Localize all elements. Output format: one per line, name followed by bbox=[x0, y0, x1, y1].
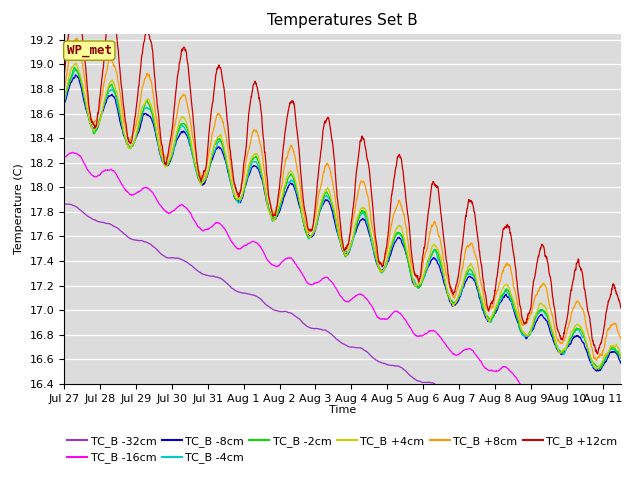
TC_B +8cm bbox=[593, 357, 600, 363]
TC_B -32cm bbox=[61, 201, 68, 207]
TC_B +8cm bbox=[602, 337, 609, 343]
Line: TC_B +4cm: TC_B +4cm bbox=[64, 63, 621, 369]
Text: WP_met: WP_met bbox=[67, 44, 112, 57]
TC_B +12cm bbox=[601, 319, 609, 324]
TC_B +4cm bbox=[60, 97, 68, 103]
TC_B -4cm bbox=[601, 357, 609, 363]
TC_B -2cm bbox=[60, 97, 68, 103]
Line: TC_B -4cm: TC_B -4cm bbox=[64, 70, 621, 369]
TC_B +12cm bbox=[499, 229, 506, 235]
TC_B -2cm bbox=[499, 292, 506, 298]
TC_B -32cm bbox=[316, 326, 324, 332]
TC_B -4cm bbox=[60, 100, 68, 106]
TC_B +12cm bbox=[89, 120, 97, 126]
TC_B -8cm bbox=[601, 360, 609, 366]
TC_B -16cm bbox=[601, 420, 609, 426]
TC_B +8cm bbox=[499, 269, 506, 275]
TC_B -32cm bbox=[89, 216, 97, 222]
TC_B +8cm bbox=[331, 194, 339, 200]
Line: TC_B -8cm: TC_B -8cm bbox=[64, 75, 621, 371]
TC_B +8cm bbox=[73, 36, 81, 41]
Line: TC_B -32cm: TC_B -32cm bbox=[64, 204, 621, 478]
Line: TC_B -2cm: TC_B -2cm bbox=[64, 67, 621, 369]
TC_B +4cm bbox=[601, 352, 609, 358]
TC_B -16cm bbox=[499, 364, 506, 370]
TC_B -8cm bbox=[72, 72, 79, 78]
TC_B +4cm bbox=[316, 202, 324, 208]
Line: TC_B -16cm: TC_B -16cm bbox=[64, 152, 621, 428]
TC_B +12cm bbox=[617, 305, 625, 311]
TC_B -2cm bbox=[71, 64, 79, 70]
TC_B -2cm bbox=[596, 366, 604, 372]
TC_B -2cm bbox=[601, 357, 609, 362]
TC_B +8cm bbox=[617, 336, 625, 342]
TC_B +4cm bbox=[499, 286, 506, 291]
TC_B -16cm bbox=[331, 284, 339, 290]
TC_B +12cm bbox=[60, 72, 68, 78]
TC_B -16cm bbox=[316, 278, 324, 284]
TC_B +12cm bbox=[331, 166, 339, 172]
TC_B -32cm bbox=[331, 335, 339, 340]
TC_B -16cm bbox=[601, 420, 609, 426]
X-axis label: Time: Time bbox=[329, 405, 356, 415]
TC_B -2cm bbox=[89, 127, 97, 133]
Legend: TC_B -32cm, TC_B -16cm, TC_B -8cm, TC_B -4cm, TC_B -2cm, TC_B +4cm, TC_B +8cm, T: TC_B -32cm, TC_B -16cm, TC_B -8cm, TC_B … bbox=[63, 432, 622, 468]
TC_B -4cm bbox=[602, 357, 609, 363]
TC_B +8cm bbox=[316, 187, 324, 192]
TC_B +8cm bbox=[89, 120, 97, 125]
TC_B -32cm bbox=[601, 469, 609, 475]
TC_B -8cm bbox=[617, 360, 625, 366]
TC_B -4cm bbox=[617, 355, 625, 360]
TC_B +4cm bbox=[617, 353, 625, 359]
TC_B -2cm bbox=[617, 356, 625, 361]
TC_B -8cm bbox=[60, 102, 68, 108]
TC_B -8cm bbox=[331, 221, 339, 227]
TC_B -2cm bbox=[316, 205, 324, 211]
TC_B -4cm bbox=[595, 366, 602, 372]
TC_B -8cm bbox=[593, 368, 600, 374]
TC_B -4cm bbox=[89, 126, 97, 132]
TC_B -32cm bbox=[499, 416, 506, 421]
TC_B +8cm bbox=[601, 340, 609, 346]
TC_B -4cm bbox=[331, 216, 339, 221]
TC_B -16cm bbox=[60, 155, 68, 160]
TC_B -32cm bbox=[617, 475, 625, 480]
TC_B -2cm bbox=[602, 356, 609, 361]
TC_B -4cm bbox=[499, 293, 506, 299]
TC_B -8cm bbox=[602, 360, 609, 365]
TC_B +12cm bbox=[593, 351, 601, 357]
TC_B +4cm bbox=[72, 60, 80, 66]
TC_B -16cm bbox=[69, 149, 77, 155]
TC_B +4cm bbox=[89, 126, 97, 132]
TC_B -4cm bbox=[73, 67, 81, 72]
TC_B -2cm bbox=[331, 214, 339, 219]
TC_B -32cm bbox=[60, 201, 68, 207]
TC_B +8cm bbox=[60, 87, 68, 93]
Line: TC_B +8cm: TC_B +8cm bbox=[64, 38, 621, 360]
Title: Temperatures Set B: Temperatures Set B bbox=[267, 13, 418, 28]
TC_B -16cm bbox=[89, 173, 97, 179]
TC_B -8cm bbox=[316, 207, 324, 213]
TC_B -16cm bbox=[617, 425, 625, 431]
TC_B +4cm bbox=[331, 210, 339, 216]
TC_B -8cm bbox=[499, 296, 506, 301]
TC_B +12cm bbox=[316, 154, 324, 160]
TC_B -8cm bbox=[89, 125, 97, 131]
TC_B -4cm bbox=[316, 206, 324, 212]
Y-axis label: Temperature (C): Temperature (C) bbox=[14, 163, 24, 254]
Line: TC_B +12cm: TC_B +12cm bbox=[64, 0, 621, 354]
TC_B -32cm bbox=[601, 469, 609, 475]
TC_B +4cm bbox=[591, 366, 599, 372]
TC_B +4cm bbox=[602, 352, 609, 358]
TC_B +12cm bbox=[602, 317, 609, 323]
